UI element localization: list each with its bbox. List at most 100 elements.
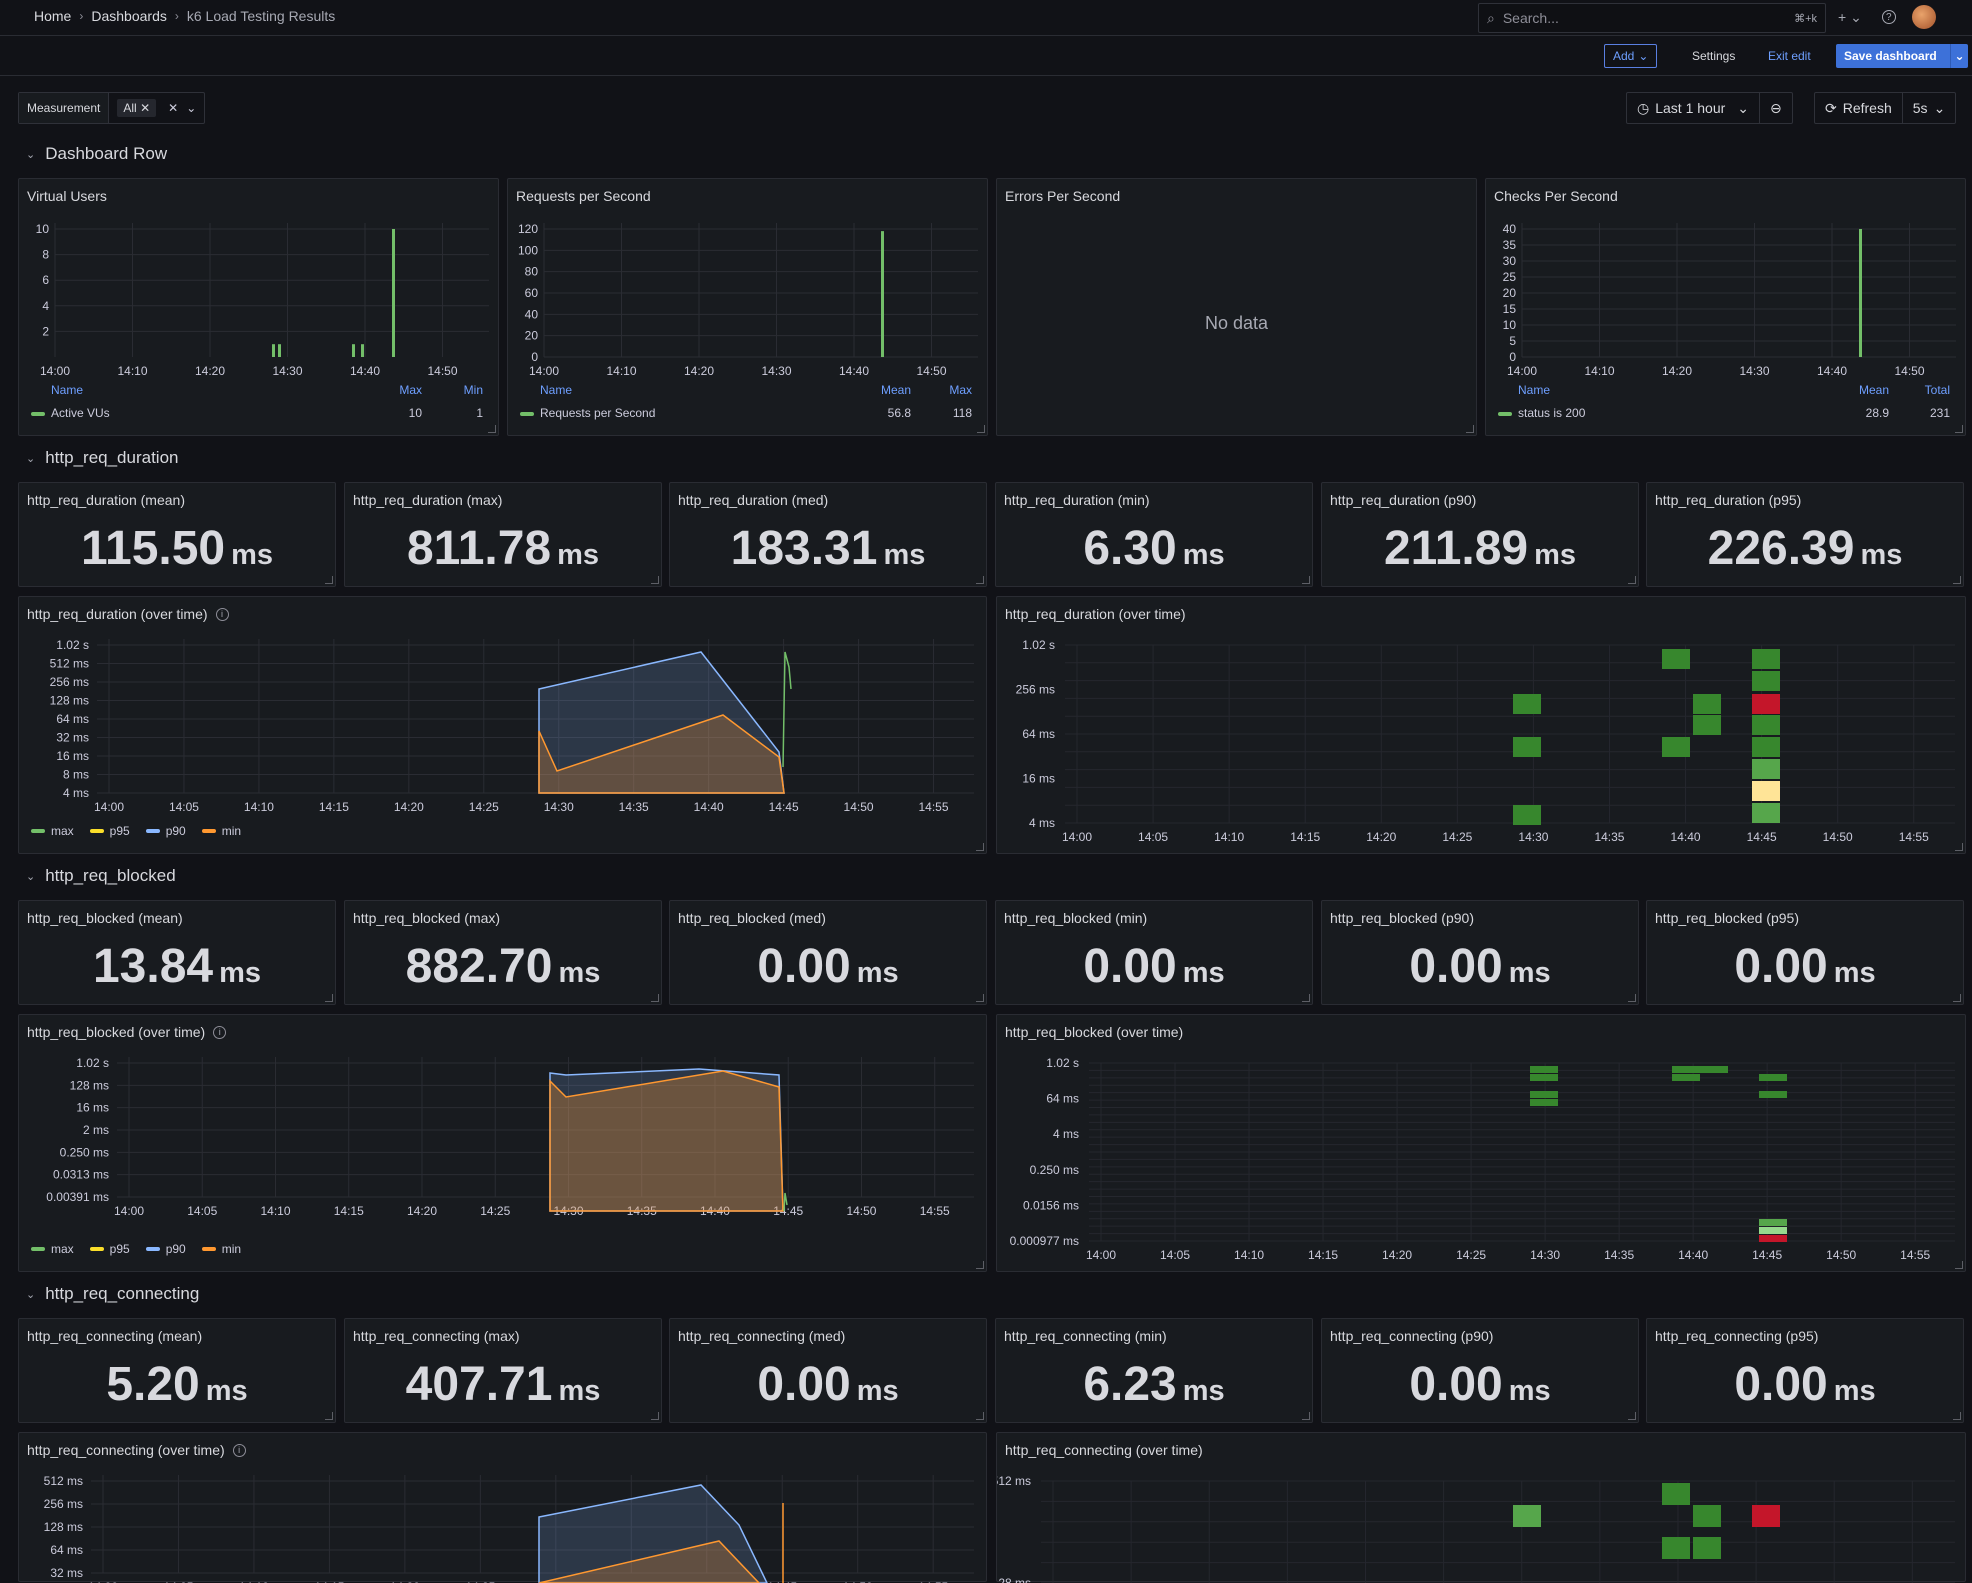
resize-handle[interactable] — [1955, 425, 1963, 433]
legend-item-min[interactable]: min — [201, 1242, 241, 1256]
stat-panel[interactable]: http_req_duration (p95) 226.39 ms — [1646, 482, 1964, 587]
legend-item-p95[interactable]: p95 — [89, 824, 130, 838]
resize-handle[interactable] — [651, 994, 659, 1002]
resize-handle[interactable] — [1302, 994, 1310, 1002]
panel-virtual-users[interactable]: Virtual Users 14:00 14:10 14:20 14:30 14:40 1… — [18, 178, 499, 436]
help-icon[interactable]: ? — [1881, 10, 1896, 24]
info-icon[interactable]: i — [215, 607, 229, 621]
x-tick-label: 14:40 — [1817, 364, 1847, 378]
panel-checks-per-second[interactable]: Checks Per Second 14:00 14:10 14:20 14:30 14… — [1485, 178, 1966, 436]
breadcrumb-dashboards[interactable]: Dashboards — [91, 8, 167, 24]
chevron-down-icon[interactable]: ⌄ — [1950, 44, 1968, 68]
resize-handle[interactable] — [1628, 994, 1636, 1002]
resize-handle[interactable] — [976, 1412, 984, 1420]
stat-panel[interactable]: http_req_connecting (p95) 0.00 ms — [1646, 1318, 1964, 1423]
legend-item-min[interactable]: min — [201, 824, 241, 838]
resize-handle[interactable] — [325, 1412, 333, 1420]
close-icon[interactable]: ✕ — [140, 101, 151, 115]
refresh-interval-select[interactable]: 5s ⌄ — [1901, 93, 1956, 123]
stat-panel[interactable]: http_req_connecting (p90) 0.00 ms — [1321, 1318, 1639, 1423]
settings-button[interactable]: Settings — [1692, 49, 1736, 63]
stat-panel[interactable]: http_req_blocked (min) 0.00 ms — [995, 900, 1313, 1005]
resize-handle[interactable] — [325, 576, 333, 584]
stat-number: 0.00 — [1734, 940, 1828, 993]
row-header-blocked[interactable]: ⌄ http_req_blocked — [26, 866, 176, 886]
resize-handle[interactable] — [1955, 1261, 1963, 1269]
x-tick-label: 14:35 — [1594, 830, 1624, 844]
panel-connecting-timeseries[interactable]: http_req_connecting (over time) i 512 ms 2… — [18, 1432, 987, 1583]
resize-handle[interactable] — [976, 1261, 984, 1269]
resize-handle[interactable] — [976, 576, 984, 584]
panel-duration-timeseries[interactable]: http_req_duration (over time) i 1.02 s 512… — [18, 596, 987, 854]
panel-requests-per-second[interactable]: Requests per Second 14:00 14:10 14:20 14:30… — [507, 178, 988, 436]
panel-blocked-timeseries[interactable]: http_req_blocked (over time) i 1.02 s 128 … — [18, 1014, 987, 1272]
stat-panel[interactable]: http_req_duration (max) 811.78 ms — [344, 482, 662, 587]
resize-handle[interactable] — [977, 425, 985, 433]
stat-panel[interactable]: http_req_connecting (mean) 5.20 ms — [18, 1318, 336, 1423]
resize-handle[interactable] — [1953, 1412, 1961, 1420]
stat-panel[interactable]: http_req_duration (min) 6.30 ms — [995, 482, 1313, 587]
stat-panel[interactable]: http_req_connecting (min) 6.23 ms — [995, 1318, 1313, 1423]
stat-panel[interactable]: http_req_duration (mean) 115.50 ms — [18, 482, 336, 587]
stat-panel[interactable]: http_req_connecting (med) 0.00 ms — [669, 1318, 987, 1423]
stat-panel[interactable]: http_req_connecting (max) 407.71 ms — [344, 1318, 662, 1423]
x-tick-label: 14:10 — [244, 800, 274, 814]
resize-handle[interactable] — [1955, 843, 1963, 851]
panel-errors-per-second[interactable]: Errors Per Second No data — [996, 178, 1477, 436]
stat-panel[interactable]: http_req_duration (med) 183.31 ms — [669, 482, 987, 587]
row-header-duration[interactable]: ⌄ http_req_duration — [26, 448, 179, 468]
stat-panel[interactable]: http_req_blocked (mean) 13.84 ms — [18, 900, 336, 1005]
resize-handle[interactable] — [1302, 576, 1310, 584]
stat-number: 407.71 — [405, 1358, 553, 1411]
stat-panel[interactable]: http_req_blocked (med) 0.00 ms — [669, 900, 987, 1005]
info-icon[interactable]: i — [232, 1443, 246, 1457]
y-tick-label: 16 ms — [1022, 772, 1055, 786]
legend-swatch — [31, 412, 45, 416]
search-input[interactable]: ⌕ Search... ⌘+k — [1478, 3, 1826, 33]
stat-panel[interactable]: http_req_duration (p90) 211.89 ms — [1321, 482, 1639, 587]
save-dashboard-button[interactable]: Save dashboard ⌄ — [1836, 44, 1968, 68]
legend-item-max[interactable]: max — [31, 1242, 74, 1256]
avatar[interactable] — [1911, 5, 1936, 29]
stat-panel[interactable]: http_req_blocked (p95) 0.00 ms — [1646, 900, 1964, 1005]
time-range-button[interactable]: ◷ Last 1 hour ⌄ — [1627, 93, 1759, 123]
panel-title: http_req_blocked (min) — [1004, 910, 1148, 926]
resize-handle[interactable] — [976, 994, 984, 1002]
info-icon[interactable]: i — [213, 1025, 227, 1039]
panel-duration-heatmap[interactable]: http_req_duration (over time) 1.02 s 256 … — [996, 596, 1966, 854]
zoom-out-button[interactable]: ⊖ — [1759, 93, 1792, 123]
resize-handle[interactable] — [325, 994, 333, 1002]
resize-handle[interactable] — [1953, 576, 1961, 584]
panel-blocked-heatmap[interactable]: http_req_blocked (over time) 1.02 s 64 ms… — [996, 1014, 1966, 1272]
exit-edit-button[interactable]: Exit edit — [1768, 49, 1811, 63]
search-icon: ⌕ — [1487, 9, 1495, 26]
heatmap-cell — [1759, 1235, 1787, 1242]
variable-select[interactable]: All ✕ ✕ ⌄ — [109, 93, 204, 123]
breadcrumb-home[interactable]: Home — [34, 8, 72, 24]
resize-handle[interactable] — [1466, 425, 1474, 433]
resize-handle[interactable] — [976, 843, 984, 851]
plus-icon[interactable]: + ⌄ — [1838, 8, 1862, 25]
resize-handle[interactable] — [651, 1412, 659, 1420]
resize-handle[interactable] — [1302, 1412, 1310, 1420]
add-button[interactable]: Add ⌄ — [1604, 44, 1658, 68]
panel-title-text: http_req_connecting (over time) — [27, 1442, 225, 1458]
legend-item-p95[interactable]: p95 — [89, 1242, 130, 1256]
stat-panel[interactable]: http_req_blocked (max) 882.70 ms — [344, 900, 662, 1005]
clear-icon[interactable]: ✕ — [168, 101, 179, 115]
stat-panel[interactable]: http_req_blocked (p90) 0.00 ms — [1321, 900, 1639, 1005]
heatmap-cell — [1513, 1505, 1541, 1527]
panel-connecting-heatmap[interactable]: http_req_connecting (over time) 512 ms 12… — [996, 1432, 1966, 1583]
resize-handle[interactable] — [488, 425, 496, 433]
legend-series-name: Active VUs — [51, 406, 110, 420]
resize-handle[interactable] — [1628, 1412, 1636, 1420]
legend-item-p90[interactable]: p90 — [145, 824, 186, 838]
resize-handle[interactable] — [651, 576, 659, 584]
refresh-button[interactable]: ⟳ Refresh — [1815, 93, 1902, 123]
resize-handle[interactable] — [1628, 576, 1636, 584]
row-header-dashboard[interactable]: ⌄ Dashboard Row — [26, 144, 167, 164]
legend-item-p90[interactable]: p90 — [145, 1242, 186, 1256]
resize-handle[interactable] — [1953, 994, 1961, 1002]
legend-item-max[interactable]: max — [31, 824, 74, 838]
row-header-connecting[interactable]: ⌄ http_req_connecting — [26, 1284, 199, 1304]
